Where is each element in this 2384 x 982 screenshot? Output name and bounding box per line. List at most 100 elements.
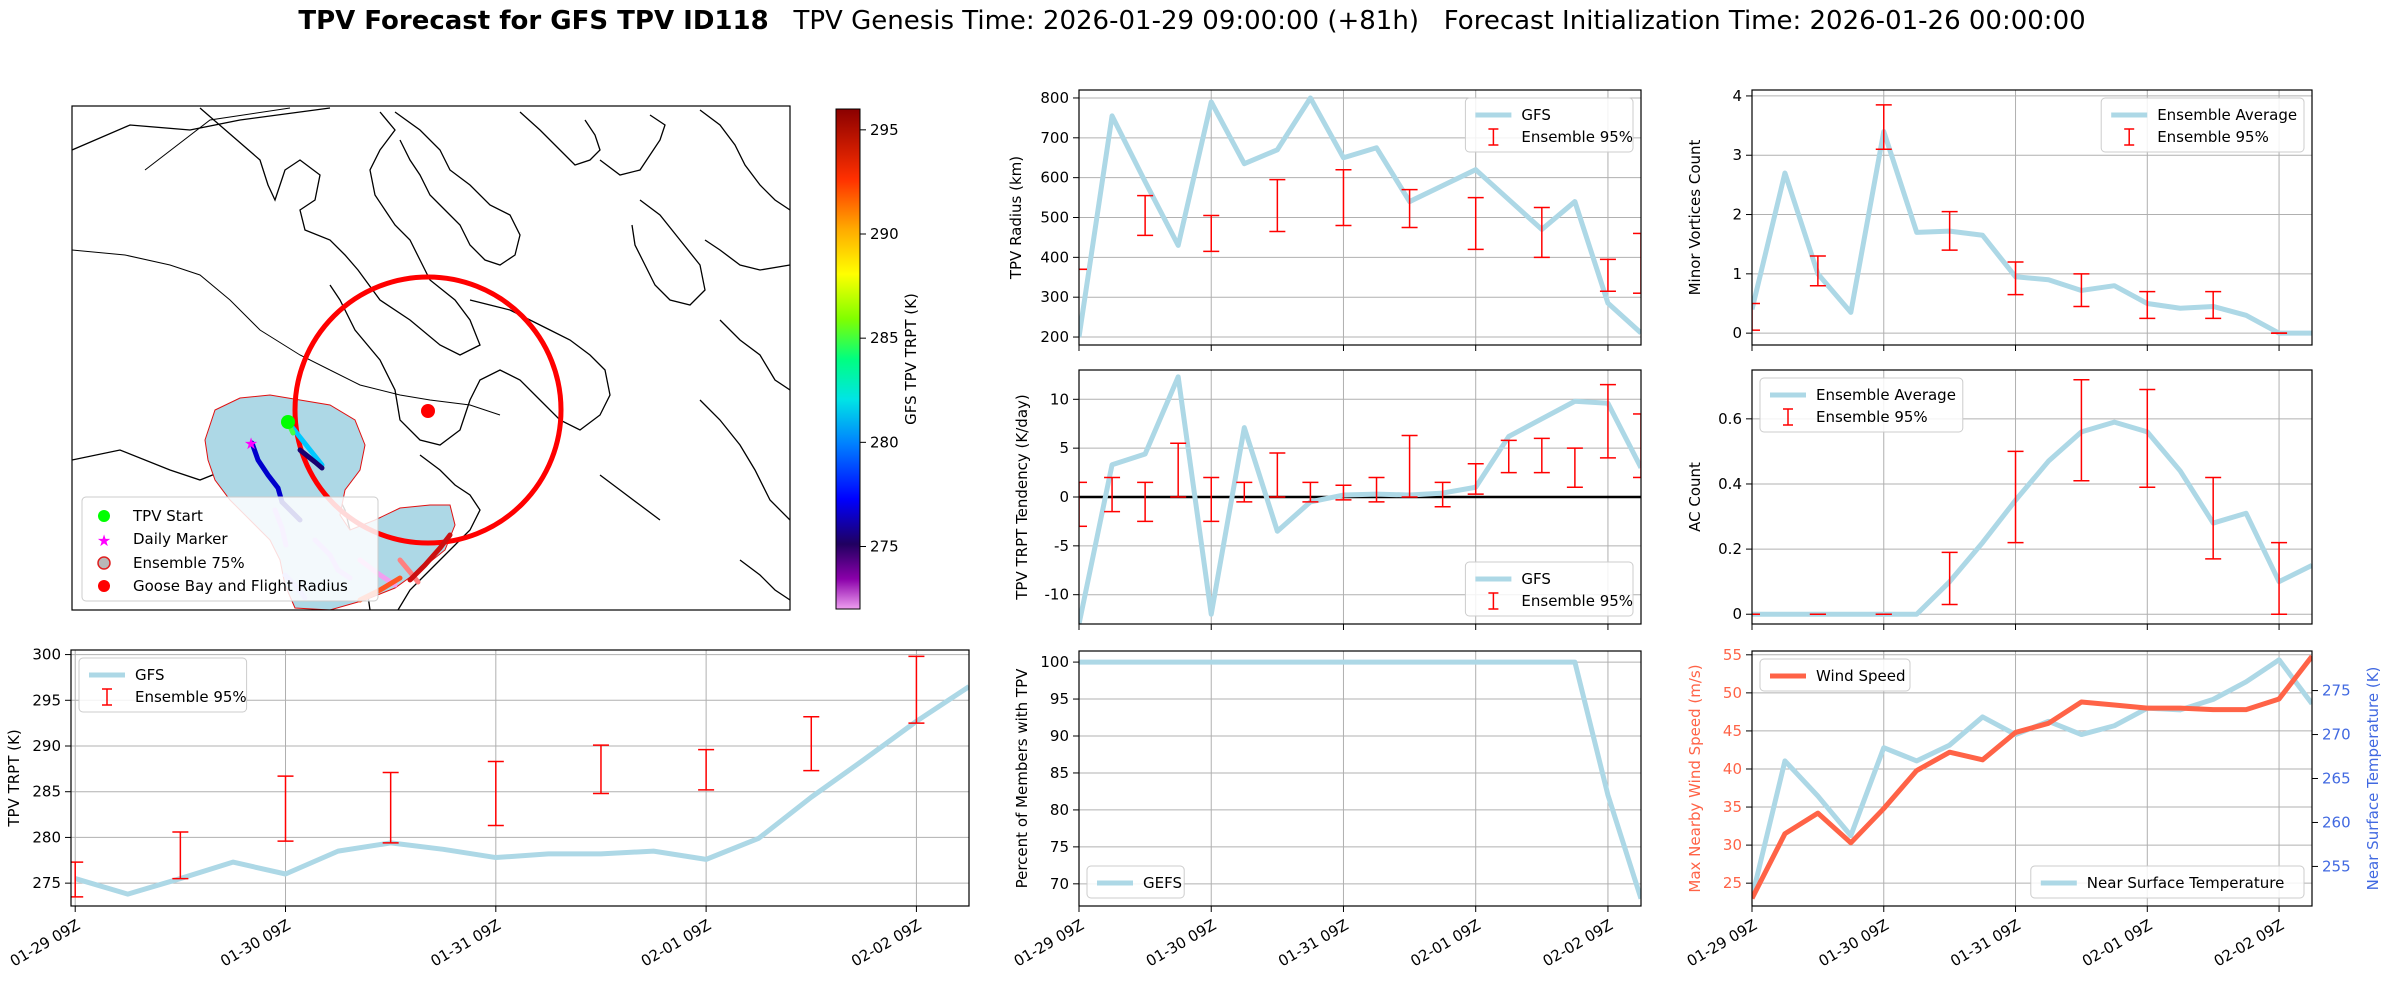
legend-label: Ensemble Average bbox=[1816, 386, 1956, 404]
ensemble-95-errorbars bbox=[1752, 379, 2288, 615]
x-tick-label: 01-31 09Z bbox=[1947, 916, 2023, 970]
error-bar bbox=[1079, 481, 1087, 528]
y-tick-label: 50 bbox=[1723, 684, 1742, 702]
error-bar bbox=[71, 861, 84, 898]
error-bar bbox=[1203, 214, 1220, 253]
y2-tick-label: 275 bbox=[2322, 682, 2351, 700]
series-members bbox=[1079, 659, 1641, 900]
y-tick-label: 45 bbox=[1723, 722, 1742, 740]
panel-wind: 255 260 265 270 275 Near Surface Temperature … bbox=[1684, 646, 2382, 971]
x-tick-label: 01-29 09Z bbox=[1684, 916, 1760, 970]
y-tick-label: 500 bbox=[1040, 209, 1069, 227]
error-bar bbox=[2073, 379, 2090, 482]
y-tick-label: 0.2 bbox=[1718, 540, 1742, 558]
error-bar bbox=[1137, 194, 1154, 237]
series-minor bbox=[1752, 129, 2312, 336]
error-bar bbox=[1500, 439, 1517, 474]
legend-box bbox=[1086, 865, 1185, 899]
plot-area-wind bbox=[1752, 654, 2312, 900]
axes-frame bbox=[1078, 650, 1642, 907]
legend: Near Surface Temperature bbox=[2030, 865, 2305, 899]
error-bar bbox=[382, 771, 399, 844]
x-tick-label: 01-30 09Z bbox=[1815, 916, 1891, 970]
y-tick-label: 30 bbox=[1723, 836, 1742, 854]
y-tick-label: 80 bbox=[1050, 801, 1069, 819]
error-bar bbox=[2205, 476, 2222, 560]
legend-goose-bay-icon bbox=[98, 580, 110, 592]
y-tick-label: 200 bbox=[1040, 328, 1069, 346]
y-tick-label: 100 bbox=[1040, 653, 1069, 671]
plot-area-ac bbox=[1752, 419, 2312, 617]
error-bar bbox=[1599, 258, 1616, 292]
map-content: ★ TPV Start ★ Daily Marker Ensemble 75% … bbox=[72, 107, 790, 610]
colorbar-tick-label: 290 bbox=[870, 225, 899, 243]
error-bar bbox=[2007, 450, 2024, 544]
error-bar bbox=[487, 760, 504, 827]
colorbar-tick-label: 275 bbox=[870, 538, 899, 556]
x-tick-label: 01-29 09Z bbox=[7, 916, 83, 970]
legend: Ensemble Average Ensemble 95% bbox=[2100, 97, 2305, 153]
error-bar bbox=[1752, 302, 1760, 331]
x-tick-label: 02-01 09Z bbox=[1407, 916, 1483, 970]
legend-label: Ensemble 95% bbox=[135, 688, 247, 706]
y-tick-label: 800 bbox=[1040, 89, 1069, 107]
x-tick-label: 01-30 09Z bbox=[1143, 916, 1219, 970]
ensemble-95-errorbars bbox=[1079, 168, 1641, 294]
y2-tick-label: 265 bbox=[2322, 770, 2351, 788]
legend-label: Ensemble 95% bbox=[1816, 408, 1928, 426]
x-tick-label: 02-02 09Z bbox=[1540, 916, 1616, 970]
axes-frame bbox=[1751, 89, 2313, 346]
x-tick-label: 02-02 09Z bbox=[848, 916, 924, 970]
plot-area-trpt bbox=[74, 684, 969, 897]
error-bar bbox=[698, 748, 715, 791]
x-tick-label: 01-31 09Z bbox=[428, 916, 504, 970]
ensemble-95-errorbars bbox=[71, 655, 925, 898]
error-bar bbox=[1104, 476, 1121, 513]
error-bar bbox=[172, 831, 189, 880]
y-tick-label: 275 bbox=[32, 874, 61, 892]
colorbar-tick-label: 285 bbox=[870, 329, 899, 347]
legend-label: GEFS bbox=[1143, 874, 1182, 892]
series-near-surface-temperature bbox=[1752, 657, 2312, 898]
figure-title: TPV Forecast for GFS TPV ID118 TPV Genes… bbox=[0, 6, 2384, 36]
legend-box bbox=[78, 657, 248, 713]
error-bar bbox=[1467, 196, 1484, 251]
legend-box bbox=[2100, 97, 2305, 153]
legend: GFS Ensemble 95% bbox=[1464, 561, 1634, 617]
legend-label: Ensemble 95% bbox=[2157, 128, 2269, 146]
error-bar bbox=[803, 715, 820, 772]
error-bar bbox=[1401, 434, 1418, 498]
colorbar-tick-label: 295 bbox=[870, 121, 899, 139]
y-tick-label: 400 bbox=[1040, 248, 1069, 266]
legend-label: GFS bbox=[1521, 106, 1551, 124]
y-tick-label: 0.6 bbox=[1718, 410, 1742, 428]
x-tick-label: 01-31 09Z bbox=[1275, 916, 1351, 970]
x-tick-label: 02-01 09Z bbox=[638, 916, 714, 970]
error-bar bbox=[1368, 476, 1385, 503]
error-bar bbox=[2139, 290, 2156, 320]
y-tick-label: 70 bbox=[1050, 875, 1069, 893]
x-tick-label: 01-30 09Z bbox=[217, 916, 293, 970]
legend-label: Ensemble 95% bbox=[1521, 592, 1633, 610]
panel-trpt: 275 280 285 290 295 300 TPV TRPT (K) 01-29 09Z 0… bbox=[5, 646, 970, 970]
error-bar bbox=[1809, 255, 1826, 287]
y-tick-label: 1 bbox=[1732, 265, 1742, 283]
legend-box bbox=[2030, 865, 2305, 899]
error-bar bbox=[1335, 484, 1352, 501]
error-bar bbox=[1633, 232, 1641, 294]
legend-label: GFS bbox=[135, 666, 165, 684]
country-borders bbox=[72, 107, 501, 416]
y-axis-label: Minor Vortices Count bbox=[1686, 139, 1704, 295]
legend-box bbox=[1759, 377, 1964, 433]
error-bar bbox=[1633, 413, 1641, 479]
map-frame bbox=[71, 105, 791, 611]
y-tick-label: 290 bbox=[32, 737, 61, 755]
y-tick-label: 300 bbox=[1040, 288, 1069, 306]
y-axis-label: Max Nearby Wind Speed (m/s) bbox=[1686, 664, 1704, 892]
legend-tpv-start-label: TPV Start bbox=[132, 507, 203, 525]
error-bar bbox=[1170, 442, 1187, 498]
colorbar-tick-label: 280 bbox=[870, 433, 899, 451]
title-genesis-time: TPV Genesis Time: 2026-01-29 09:00:00 (+… bbox=[793, 6, 1419, 36]
legend-box bbox=[1464, 97, 1634, 153]
